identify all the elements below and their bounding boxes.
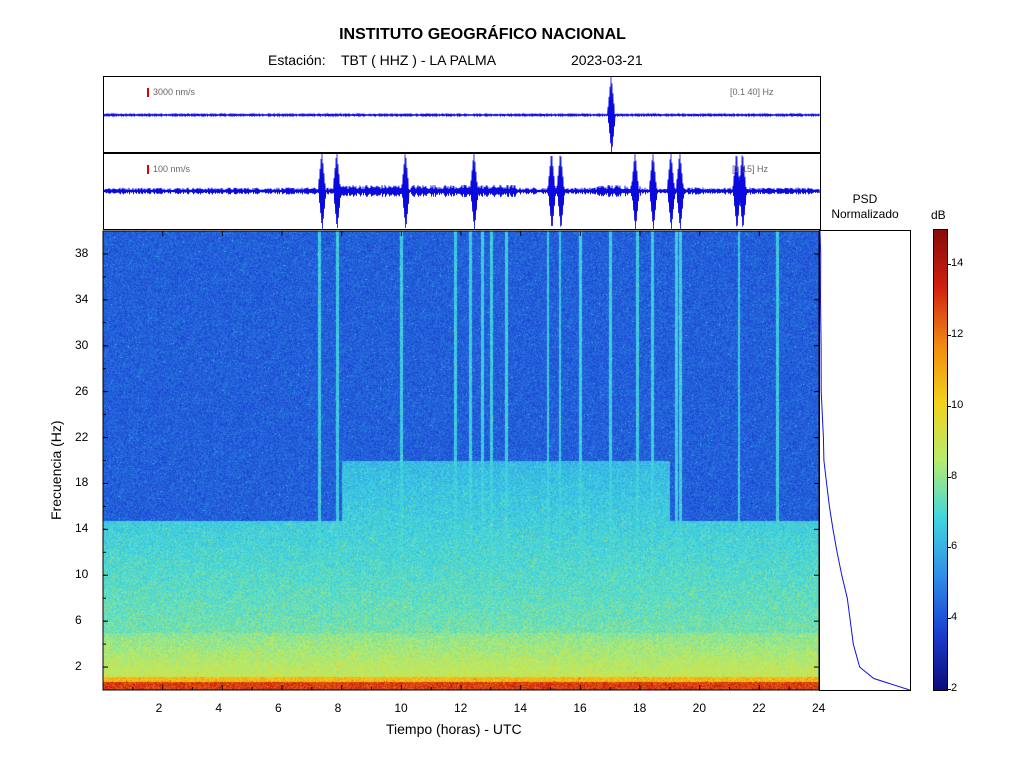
y-tick-label: 26 (75, 383, 89, 398)
x-tick-label: 2 (155, 701, 163, 715)
x-tick-label: 16 (573, 701, 587, 715)
trace-band-label: [0.1 40] Hz (730, 87, 774, 97)
x-tick-label: 8 (334, 701, 342, 715)
seismogram-waveform (104, 154, 820, 229)
psd-curve (819, 230, 910, 691)
colorbar-tick-label: 8 (951, 469, 958, 482)
psd-title: PSD Normalizado (822, 192, 908, 222)
station-value: TBT ( HHZ ) - LA PALMA (341, 52, 497, 68)
colorbar-unit: dB (931, 208, 946, 222)
y-tick-label: 18 (75, 475, 89, 490)
y-tick-label: 10 (75, 567, 89, 582)
x-tick-label: 24 (812, 701, 826, 715)
y-tick-label: 34 (75, 291, 89, 306)
psd-frame (819, 230, 911, 691)
colorbar-tick (947, 405, 951, 407)
colorbar-tick-label: 2 (951, 682, 958, 694)
x-tick-label: 14 (513, 701, 528, 715)
trace-band-label: [1 15] Hz (732, 164, 769, 174)
chart-title: INSTITUTO GEOGRÁFICO NACIONAL (339, 26, 626, 43)
y-tick-label: 38 (75, 245, 89, 260)
x-tick-label: 12 (454, 701, 468, 715)
y-tick-label: 6 (75, 613, 82, 628)
station-label: Estación: (268, 52, 326, 68)
x-tick-label: 18 (633, 701, 647, 715)
x-tick-label: 20 (692, 701, 707, 715)
spectrogram-heatmap (103, 231, 819, 690)
y-tick-label: 2 (75, 659, 82, 674)
x-tick-label: 6 (275, 701, 282, 715)
trace-panel-filtered: 100 nm/s [1 15] Hz (103, 153, 821, 230)
colorbar-tick-label: 12 (951, 328, 964, 341)
colorbar-tick-label: 14 (951, 257, 964, 270)
colorbar-tick (947, 335, 951, 337)
x-tick-label: 22 (752, 701, 766, 715)
y-axis-label: Frecuencia (Hz) (48, 420, 64, 520)
x-tick-label: 10 (394, 701, 408, 715)
psd-title-line2: Normalizado (831, 207, 899, 221)
x-axis-label: Tiempo (horas) - UTC (386, 721, 522, 737)
y-tick-label: 22 (75, 429, 89, 444)
seismogram-waveform (104, 77, 820, 152)
y-tick-label: 14 (75, 521, 89, 536)
psd-plot (819, 230, 911, 691)
trace-scale-label: 100 nm/s (153, 164, 191, 174)
y-tick-label: 30 (75, 337, 89, 352)
seismogram-trace-broadband (104, 77, 820, 152)
colorbar-tick (947, 618, 951, 620)
psd-title-line1: PSD (852, 192, 878, 206)
colorbar (933, 229, 948, 691)
trace-scale-label: 3000 nm/s (153, 87, 196, 97)
amplitude-scale-marker (147, 88, 149, 97)
colorbar-tick (947, 547, 951, 549)
colorbar-tick-label: 10 (951, 398, 964, 411)
date-label: 2023-03-21 (571, 52, 643, 68)
trace-panel-broadband: 3000 nm/s [0.1 40] Hz (103, 76, 821, 153)
colorbar-tick (947, 689, 951, 690)
colorbar-tick-label: 4 (951, 611, 958, 624)
seismogram-trace-filtered (104, 154, 820, 229)
x-tick-label: 4 (215, 701, 223, 715)
amplitude-scale-marker (147, 165, 149, 174)
colorbar-tick (947, 264, 951, 266)
colorbar-tick-label: 6 (951, 540, 958, 553)
colorbar-tick (947, 476, 951, 478)
